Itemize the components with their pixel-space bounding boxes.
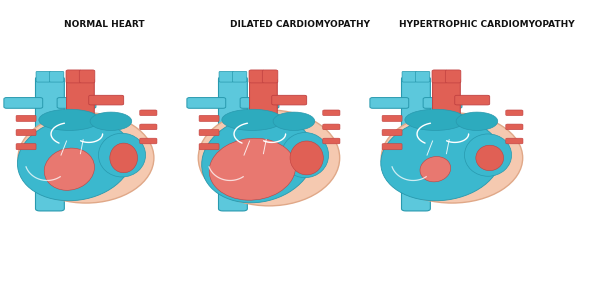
Ellipse shape <box>456 112 498 130</box>
FancyBboxPatch shape <box>249 70 265 83</box>
Text: DILATED CARDIOMYOPATHY: DILATED CARDIOMYOPATHY <box>230 20 370 29</box>
FancyBboxPatch shape <box>218 77 247 211</box>
Ellipse shape <box>420 157 451 182</box>
FancyBboxPatch shape <box>199 144 219 150</box>
FancyBboxPatch shape <box>506 124 523 130</box>
FancyBboxPatch shape <box>433 79 460 123</box>
FancyBboxPatch shape <box>323 138 340 144</box>
FancyBboxPatch shape <box>415 71 430 82</box>
Ellipse shape <box>209 138 295 200</box>
Ellipse shape <box>90 112 132 130</box>
Ellipse shape <box>273 112 315 130</box>
FancyBboxPatch shape <box>323 124 340 130</box>
FancyBboxPatch shape <box>89 95 124 105</box>
FancyBboxPatch shape <box>402 71 416 82</box>
FancyBboxPatch shape <box>382 144 402 150</box>
Ellipse shape <box>39 109 100 130</box>
Text: HYPERTROPHIC CARDIOMYOPATHY: HYPERTROPHIC CARDIOMYOPATHY <box>399 20 575 29</box>
FancyBboxPatch shape <box>140 110 157 116</box>
FancyBboxPatch shape <box>401 77 430 211</box>
FancyBboxPatch shape <box>445 70 461 83</box>
FancyBboxPatch shape <box>49 71 64 82</box>
FancyBboxPatch shape <box>187 98 226 108</box>
FancyBboxPatch shape <box>36 71 50 82</box>
FancyBboxPatch shape <box>232 71 247 82</box>
FancyBboxPatch shape <box>66 70 82 83</box>
FancyBboxPatch shape <box>67 79 94 123</box>
Ellipse shape <box>110 143 137 173</box>
FancyBboxPatch shape <box>57 98 96 108</box>
FancyBboxPatch shape <box>4 98 43 108</box>
Ellipse shape <box>476 145 503 171</box>
FancyBboxPatch shape <box>16 144 36 150</box>
Ellipse shape <box>44 148 94 190</box>
Ellipse shape <box>98 133 146 177</box>
FancyBboxPatch shape <box>506 138 523 144</box>
Ellipse shape <box>202 116 314 203</box>
FancyBboxPatch shape <box>506 110 523 116</box>
Ellipse shape <box>381 118 501 201</box>
FancyBboxPatch shape <box>199 129 219 136</box>
FancyBboxPatch shape <box>272 95 307 105</box>
Ellipse shape <box>222 109 283 130</box>
Ellipse shape <box>464 134 512 176</box>
FancyBboxPatch shape <box>35 77 64 211</box>
Ellipse shape <box>281 133 329 178</box>
FancyBboxPatch shape <box>323 110 340 116</box>
FancyBboxPatch shape <box>262 70 278 83</box>
Ellipse shape <box>198 110 340 206</box>
Text: NORMAL HEART: NORMAL HEART <box>64 20 145 29</box>
Ellipse shape <box>405 109 466 130</box>
FancyBboxPatch shape <box>16 115 36 122</box>
FancyBboxPatch shape <box>382 129 402 136</box>
FancyBboxPatch shape <box>240 98 279 108</box>
FancyBboxPatch shape <box>250 79 277 123</box>
FancyBboxPatch shape <box>140 124 157 130</box>
FancyBboxPatch shape <box>79 70 95 83</box>
FancyBboxPatch shape <box>423 98 462 108</box>
FancyBboxPatch shape <box>16 129 36 136</box>
Ellipse shape <box>17 118 132 201</box>
FancyBboxPatch shape <box>199 115 219 122</box>
Ellipse shape <box>18 113 154 203</box>
FancyBboxPatch shape <box>140 138 157 144</box>
FancyBboxPatch shape <box>455 95 490 105</box>
FancyBboxPatch shape <box>370 98 409 108</box>
FancyBboxPatch shape <box>219 71 233 82</box>
FancyBboxPatch shape <box>382 115 402 122</box>
FancyBboxPatch shape <box>432 70 448 83</box>
Ellipse shape <box>290 141 323 175</box>
Ellipse shape <box>381 113 523 203</box>
